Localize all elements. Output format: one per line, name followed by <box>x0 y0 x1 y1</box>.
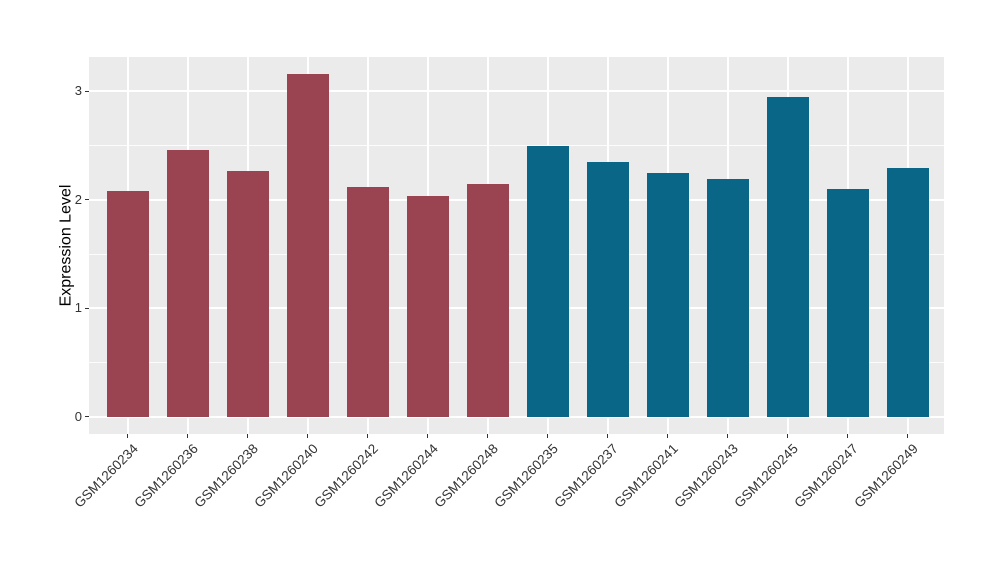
y-tick-mark <box>85 199 89 201</box>
x-tick-mark <box>487 434 489 438</box>
x-tick-mark <box>847 434 849 438</box>
bar-GSM1260238 <box>226 170 269 417</box>
bar-GSM1260248 <box>466 183 509 417</box>
bar-GSM1260242 <box>346 186 389 417</box>
bar-GSM1260234 <box>106 191 149 417</box>
x-tick-mark <box>907 434 909 438</box>
bar-GSM1260240 <box>286 74 329 417</box>
x-tick-mark <box>607 434 609 438</box>
h-gridline-minor <box>89 362 944 364</box>
y-tick-mark <box>85 90 89 92</box>
bar-GSM1260244 <box>406 195 449 417</box>
bar-GSM1260236 <box>166 150 209 417</box>
x-tick-mark <box>187 434 189 438</box>
x-tick-label: GSM1260249 <box>851 441 922 511</box>
y-tick-label: 2 <box>74 191 82 207</box>
bar-GSM1260245 <box>766 96 809 417</box>
bar-GSM1260247 <box>826 189 869 417</box>
plot-panel <box>89 57 944 434</box>
y-tick-mark <box>85 416 89 418</box>
y-tick-label: 3 <box>74 83 82 99</box>
bar-GSM1260243 <box>706 179 749 417</box>
y-tick-label: 1 <box>74 300 82 316</box>
bar-GSM1260241 <box>646 172 689 417</box>
x-tick-mark <box>667 434 669 438</box>
h-gridline-minor <box>89 253 944 255</box>
x-tick-mark <box>787 434 789 438</box>
x-tick-mark <box>547 434 549 438</box>
y-tick-mark <box>85 307 89 309</box>
h-gridline-major <box>89 90 944 93</box>
x-tick-mark <box>727 434 729 438</box>
bar-GSM1260249 <box>886 168 929 417</box>
x-tick-mark <box>307 434 309 438</box>
x-tick-mark <box>247 434 249 438</box>
bar-GSM1260235 <box>526 145 569 417</box>
x-tick-mark <box>427 434 429 438</box>
x-tick-mark <box>127 434 129 438</box>
h-gridline-major <box>89 415 944 418</box>
y-tick-label: 0 <box>74 408 82 424</box>
bar-GSM1260237 <box>586 161 629 417</box>
x-tick-mark <box>367 434 369 438</box>
h-gridline-major <box>89 307 944 310</box>
y-axis-title: Expression Level <box>57 184 75 307</box>
h-gridline-minor <box>89 145 944 147</box>
h-gridline-major <box>89 198 944 201</box>
